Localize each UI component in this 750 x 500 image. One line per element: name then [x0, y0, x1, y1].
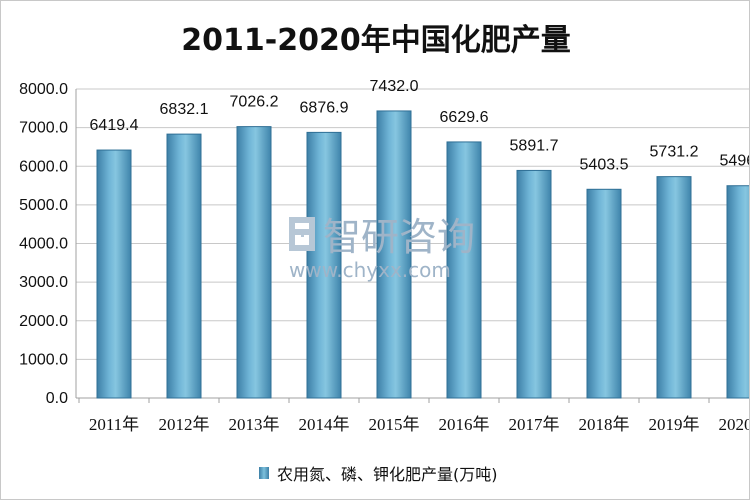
x-tick-label: 2011年 [89, 415, 139, 434]
data-label: 7026.2 [230, 94, 279, 111]
watermark-url: www.chyxx.com [289, 258, 451, 282]
y-tick-label: 1000.0 [19, 351, 68, 368]
x-tick-label: 2016年 [439, 415, 490, 434]
y-tick-label: 8000.0 [19, 81, 68, 98]
y-tick-label: 0.0 [46, 390, 68, 407]
y-tick-label: 5000.0 [19, 197, 68, 214]
bar [586, 188, 622, 399]
x-tick-label: 2012年 [159, 415, 210, 434]
data-label: 5403.5 [580, 156, 629, 173]
data-label: 6419.4 [90, 117, 139, 134]
x-tick-label: 2017年 [509, 415, 560, 434]
bar [726, 185, 749, 399]
y-tick-label: 4000.0 [19, 236, 68, 253]
data-labels: 6419.4 6832.1 7026.2 6876.9 7432.0 6629.6 5891… [90, 78, 750, 173]
x-tick-label: 2014年 [299, 415, 350, 434]
bars [96, 110, 749, 399]
y-tick-label: 3000.0 [19, 274, 68, 291]
bar [516, 169, 552, 399]
bar [306, 131, 342, 399]
y-tick-label: 2000.0 [19, 313, 68, 330]
data-label: 7432.0 [370, 78, 419, 95]
data-label: 5891.7 [510, 137, 559, 154]
watermark-name: 智研咨询 [323, 215, 475, 259]
x-tick-label: 2015年 [369, 415, 420, 434]
legend-label: 农用氮、磷、钾化肥产量(万吨) [277, 465, 498, 484]
data-label: 5496.0 [720, 153, 750, 170]
data-label: 6629.6 [440, 109, 489, 126]
data-label: 6832.1 [160, 101, 209, 118]
bar [656, 176, 692, 399]
chart-title: 2011-2020年中国化肥产量 [181, 23, 571, 58]
bar [96, 149, 132, 399]
legend: 农用氮、磷、钾化肥产量(万吨) [259, 461, 498, 485]
bar [446, 141, 482, 399]
watermark-logo-icon [289, 217, 315, 251]
watermark: 智研咨询 www.chyxx.com [289, 215, 475, 282]
bar [166, 133, 202, 399]
y-tick-label: 7000.0 [19, 120, 68, 137]
bar [236, 126, 272, 399]
axes: 0.0 1000.0 2000.0 3000.0 4000.0 5000.0 6000.0 7… [19, 81, 750, 434]
x-tick-label: 2020年 [719, 415, 750, 434]
legend-swatch [259, 467, 269, 479]
x-tick-label: 2019年 [649, 415, 700, 434]
y-tick-label: 6000.0 [19, 158, 68, 175]
data-label: 6876.9 [300, 99, 349, 116]
x-tick-label: 2018年 [579, 415, 630, 434]
x-tick-label: 2013年 [229, 415, 280, 434]
data-label: 5731.2 [650, 144, 699, 161]
bar [376, 110, 412, 399]
